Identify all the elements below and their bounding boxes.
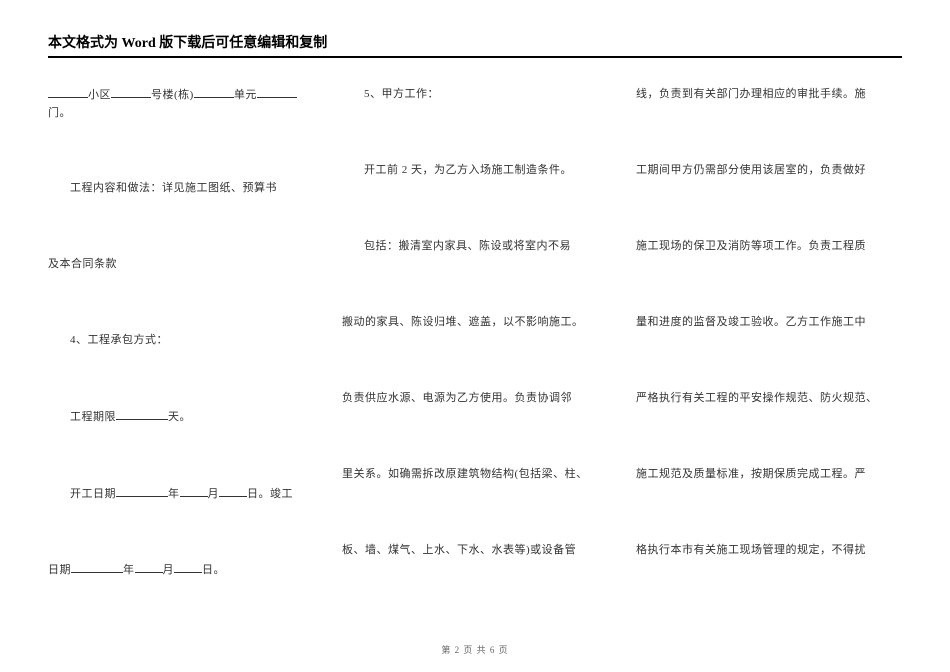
col1-line7: 日期 年 月 日。 [48,561,314,580]
text: 月 [208,488,220,500]
blank-field [111,86,151,98]
text-columns: 小区 号楼(栋) 单元门。 工程内容和做法：详见施工图纸、预算书 及本合同条款 4、… [48,86,902,638]
col2-line3: 包括：搬清室内家具、陈设或将室内不易 [342,238,608,256]
col1-line2: 工程内容和做法：详见施工图纸、预算书 [48,180,314,198]
blank-field [116,485,168,497]
document-page: 本文格式为 Word 版下载后可任意编辑和复制 小区 号楼(栋) 单元门。 工程内容… [0,0,950,662]
text: 日期 [48,564,71,576]
blank-field [116,408,168,420]
col3-line7: 格执行本市有关施工现场管理的规定，不得扰 [636,542,902,560]
text: 日。 [202,564,225,576]
blank-field [135,561,163,573]
col3-line4: 量和进度的监督及竣工验收。乙方工作施工中 [636,314,902,332]
page-header-title: 本文格式为 Word 版下载后可任意编辑和复制 [48,32,902,58]
text: 开工日期 [70,488,116,500]
col2-line2: 开工前 2 天，为乙方入场施工制造条件。 [342,162,608,180]
col3-line6: 施工规范及质量标准，按期保质完成工程。严 [636,466,902,484]
col3-line1: 线，负责到有关部门办理相应的审批手续。施 [636,86,902,104]
text: 年 [168,488,180,500]
col2-line4: 搬动的家具、陈设归堆、遮盖，以不影响施工。 [342,314,608,332]
col1-line4: 4、工程承包方式： [48,332,314,350]
blank-field [257,86,297,98]
blank-field [219,485,247,497]
column-1: 小区 号楼(栋) 单元门。 工程内容和做法：详见施工图纸、预算书 及本合同条款 4、… [48,86,314,638]
page-footer: 第 2 页 共 6 页 [0,643,950,656]
blank-field [194,86,234,98]
col1-line1: 小区 号楼(栋) 单元门。 [48,86,314,122]
text: 年 [123,564,135,576]
text: 日。竣工 [247,488,293,500]
col3-line3: 施工现场的保卫及消防等项工作。负责工程质 [636,238,902,256]
text: 单元 [234,89,257,101]
blank-field [180,485,208,497]
col2-line6: 里关系。如确需拆改原建筑物结构(包括梁、柱、 [342,466,608,484]
text: 工程期限 [70,411,116,423]
column-3: 线，负责到有关部门办理相应的审批手续。施 工期间甲方仍需部分使用该居室的，负责做… [636,86,902,638]
column-2: 5、甲方工作： 开工前 2 天，为乙方入场施工制造条件。 包括：搬清室内家具、陈… [342,86,608,638]
col2-line5: 负责供应水源、电源为乙方使用。负责协调邻 [342,390,608,408]
text: 号楼(栋) [151,89,194,101]
text: 天。 [168,411,191,423]
text: 门。 [48,107,71,119]
col2-line1: 5、甲方工作： [342,86,608,104]
blank-field [71,561,123,573]
blank-field [174,561,202,573]
text: 月 [163,564,175,576]
col1-line5: 工程期限 天。 [48,408,314,427]
col1-line3: 及本合同条款 [48,256,314,274]
col2-line7: 板、墙、煤气、上水、下水、水表等)或设备管 [342,542,608,560]
col1-line6: 开工日期 年 月 日。竣工 [48,485,314,504]
blank-field [48,86,88,98]
text: 小区 [88,89,111,101]
col3-line2: 工期间甲方仍需部分使用该居室的，负责做好 [636,162,902,180]
col3-line5: 严格执行有关工程的平安操作规范、防火规范、 [636,390,902,408]
